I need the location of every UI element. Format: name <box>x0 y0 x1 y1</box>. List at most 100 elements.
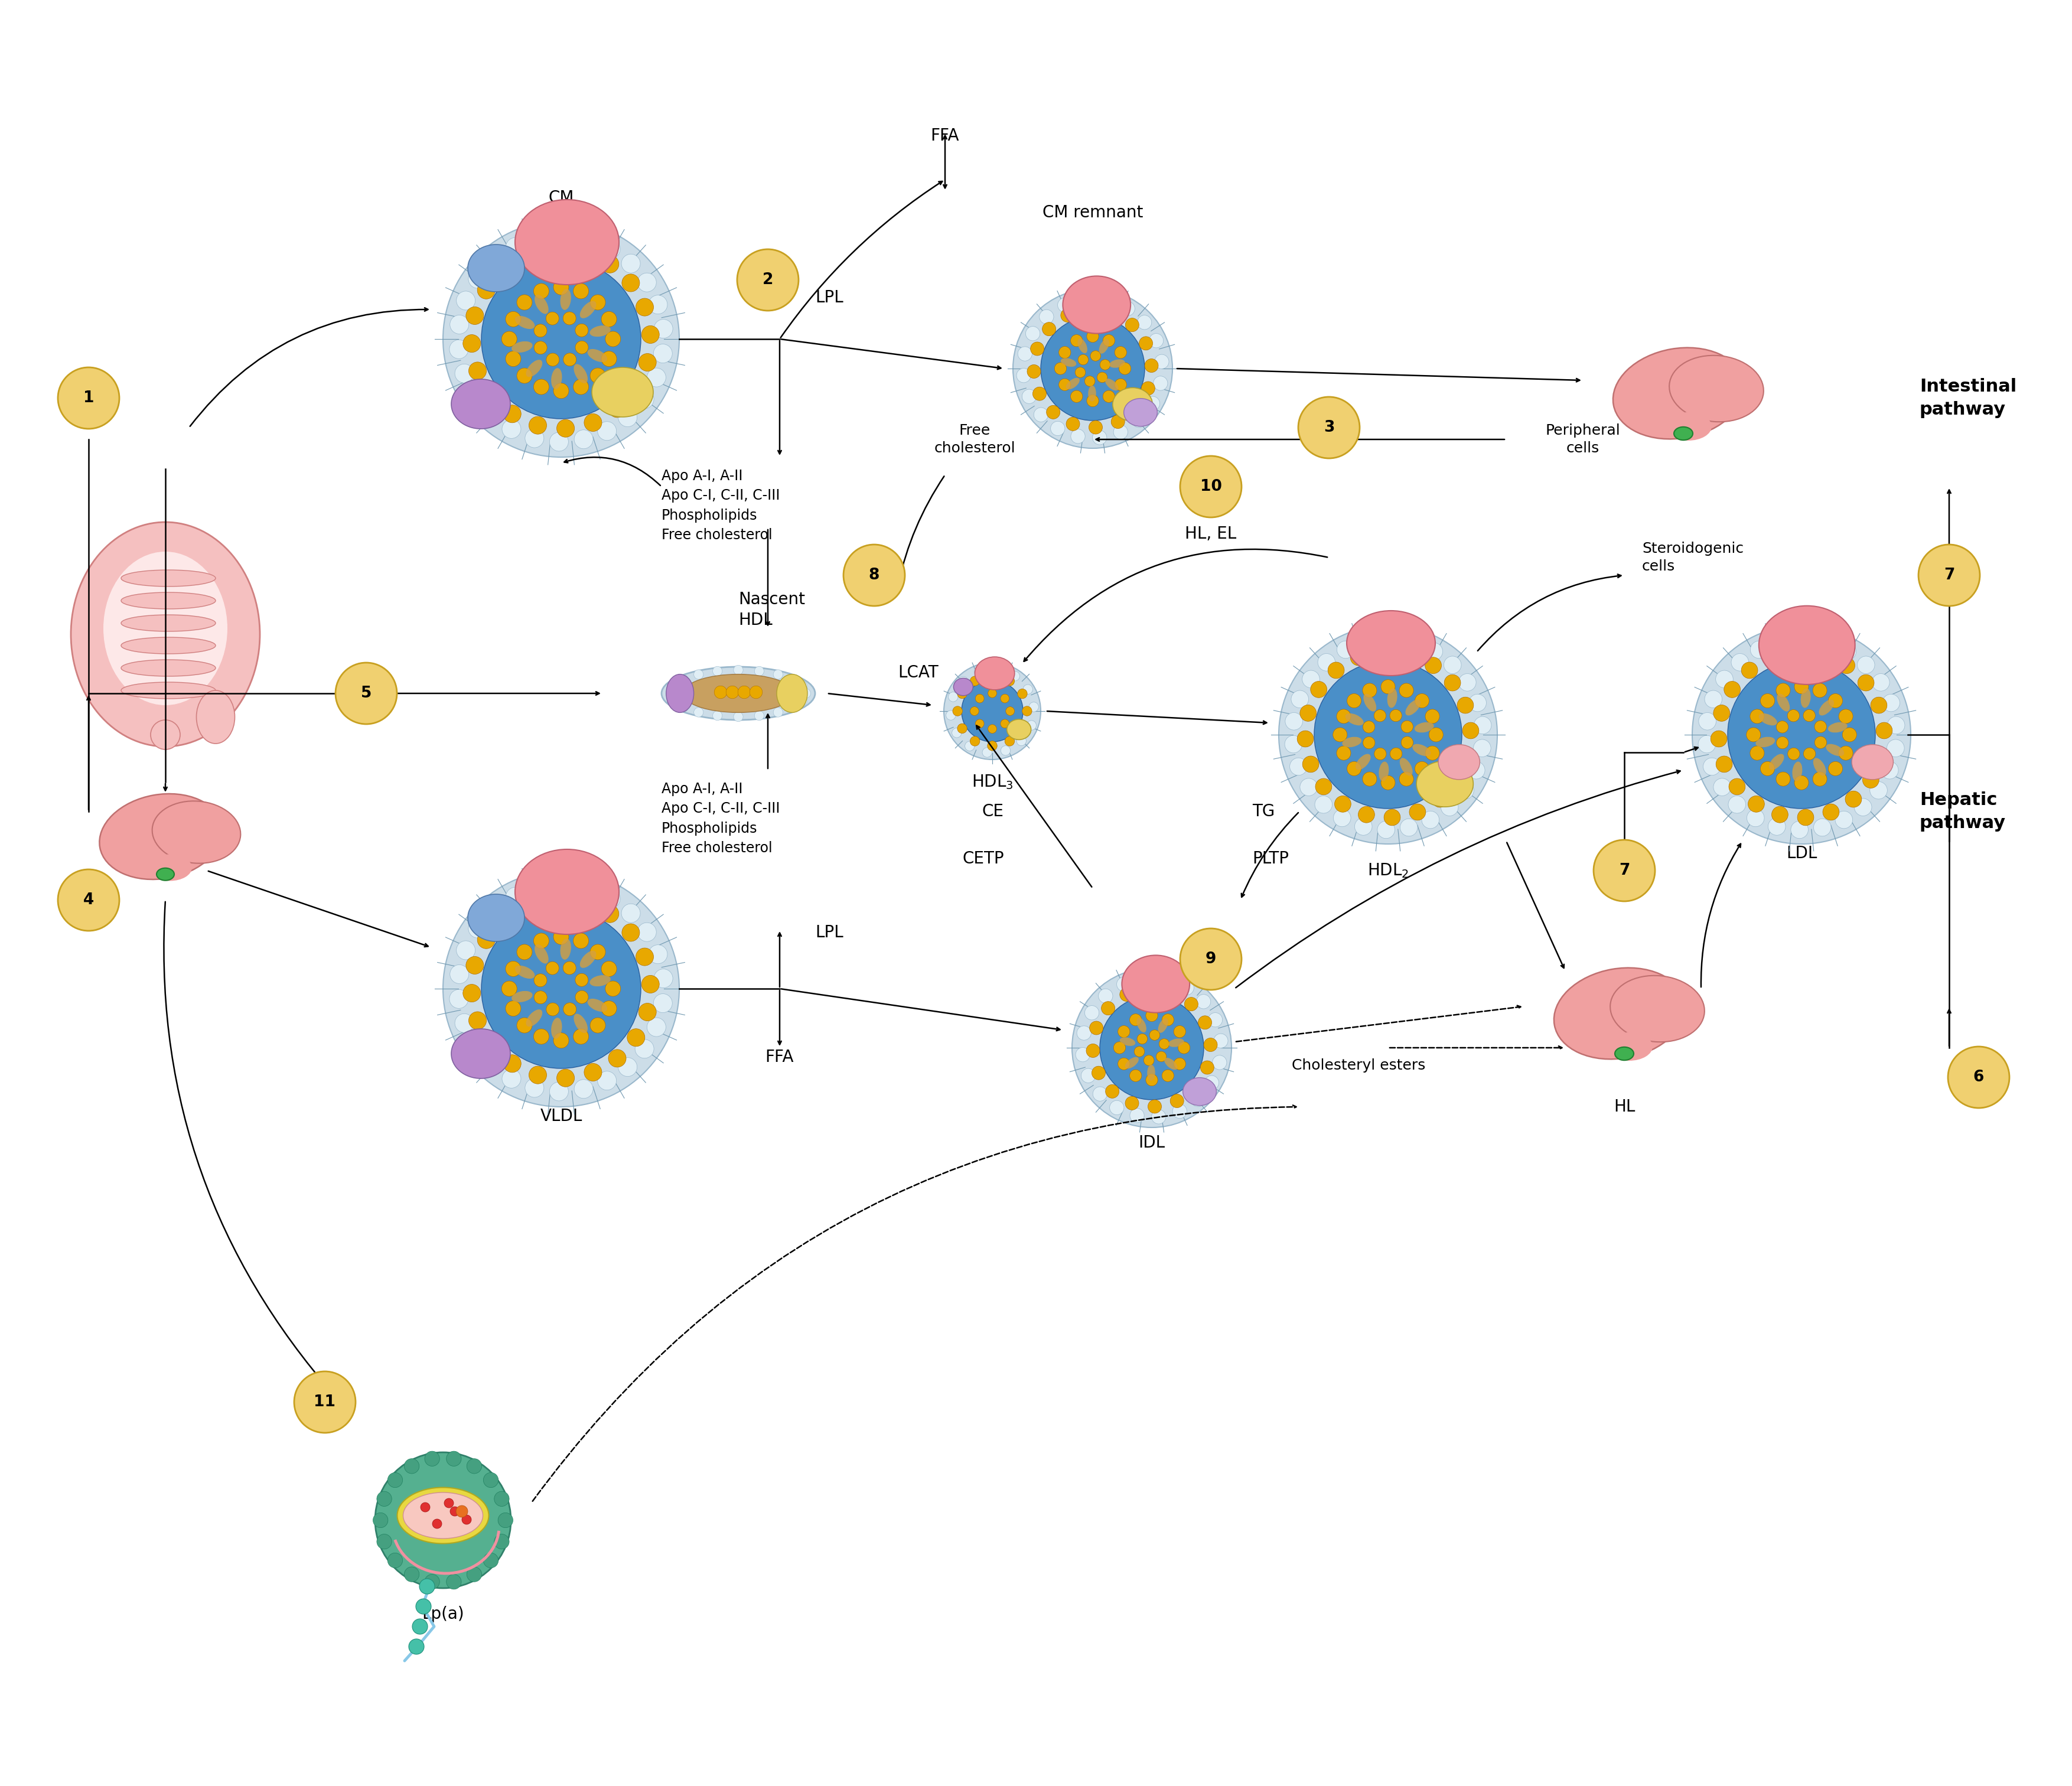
Circle shape <box>1090 350 1100 361</box>
Circle shape <box>1042 321 1057 336</box>
Ellipse shape <box>1343 738 1361 747</box>
Circle shape <box>1075 368 1086 377</box>
Circle shape <box>597 421 617 441</box>
Circle shape <box>1828 693 1842 707</box>
Circle shape <box>1888 739 1904 757</box>
Circle shape <box>433 1520 441 1529</box>
Circle shape <box>642 325 659 343</box>
Circle shape <box>1173 1025 1185 1038</box>
Circle shape <box>1711 730 1728 747</box>
Circle shape <box>535 973 547 988</box>
Ellipse shape <box>588 348 607 363</box>
Ellipse shape <box>1363 693 1376 711</box>
Text: 3: 3 <box>1324 420 1334 436</box>
Circle shape <box>1363 722 1376 732</box>
Circle shape <box>959 677 968 686</box>
Circle shape <box>1046 405 1061 420</box>
Circle shape <box>1732 654 1749 672</box>
Circle shape <box>1111 414 1125 429</box>
Circle shape <box>713 666 723 675</box>
Circle shape <box>1028 364 1040 379</box>
Circle shape <box>481 259 640 418</box>
Circle shape <box>1473 739 1492 757</box>
Ellipse shape <box>1123 398 1158 427</box>
Circle shape <box>1084 1006 1098 1020</box>
Circle shape <box>1316 797 1332 813</box>
Circle shape <box>1382 630 1399 648</box>
Circle shape <box>1336 747 1351 761</box>
Circle shape <box>1813 772 1828 786</box>
Circle shape <box>535 284 549 298</box>
Ellipse shape <box>1755 738 1776 747</box>
Text: PLTP: PLTP <box>1251 850 1289 866</box>
Circle shape <box>1204 1038 1218 1052</box>
Circle shape <box>715 686 727 698</box>
Circle shape <box>1071 429 1086 443</box>
Text: 6: 6 <box>1973 1070 1985 1084</box>
Circle shape <box>1080 293 1092 307</box>
Circle shape <box>750 686 762 698</box>
Circle shape <box>1208 1013 1222 1027</box>
Circle shape <box>1728 779 1745 795</box>
Circle shape <box>1119 1057 1129 1070</box>
Circle shape <box>617 407 636 427</box>
Text: Lp(a): Lp(a) <box>423 1606 464 1622</box>
Circle shape <box>506 238 524 257</box>
Circle shape <box>1854 798 1871 816</box>
Circle shape <box>1788 645 1805 661</box>
Circle shape <box>1426 709 1440 723</box>
Circle shape <box>1469 695 1486 711</box>
Ellipse shape <box>120 638 215 654</box>
Circle shape <box>1459 673 1475 691</box>
Ellipse shape <box>580 950 597 968</box>
Circle shape <box>1106 1084 1119 1098</box>
Circle shape <box>1716 670 1732 688</box>
Circle shape <box>1162 1014 1175 1025</box>
Circle shape <box>535 1029 549 1045</box>
Circle shape <box>576 245 593 261</box>
Circle shape <box>949 691 957 702</box>
Circle shape <box>1005 736 1015 747</box>
Circle shape <box>622 254 640 273</box>
Circle shape <box>1299 779 1318 797</box>
Circle shape <box>1086 395 1098 407</box>
Circle shape <box>1724 680 1740 698</box>
Circle shape <box>622 273 640 291</box>
Circle shape <box>1838 643 1857 661</box>
Circle shape <box>1728 797 1747 813</box>
Ellipse shape <box>1113 388 1152 421</box>
Circle shape <box>528 416 547 434</box>
Circle shape <box>1075 1047 1090 1063</box>
Circle shape <box>1067 418 1080 430</box>
Circle shape <box>1310 680 1326 698</box>
Circle shape <box>1017 689 1028 698</box>
Circle shape <box>1336 709 1351 723</box>
Circle shape <box>601 961 617 977</box>
Circle shape <box>553 877 572 895</box>
Circle shape <box>1077 355 1088 364</box>
Circle shape <box>1426 657 1442 673</box>
Circle shape <box>1102 1002 1115 1014</box>
Circle shape <box>947 711 955 720</box>
Circle shape <box>1024 684 1032 695</box>
Text: 2: 2 <box>762 271 773 288</box>
Circle shape <box>1751 709 1763 723</box>
Circle shape <box>456 364 474 382</box>
Circle shape <box>1332 727 1347 741</box>
Ellipse shape <box>468 895 524 941</box>
Circle shape <box>1102 391 1115 402</box>
Circle shape <box>1813 818 1832 836</box>
Circle shape <box>601 906 620 923</box>
Ellipse shape <box>777 675 808 713</box>
Circle shape <box>1291 691 1310 707</box>
Circle shape <box>1432 791 1448 807</box>
Circle shape <box>485 900 503 920</box>
Circle shape <box>601 889 620 907</box>
Circle shape <box>733 713 744 722</box>
Circle shape <box>1086 330 1098 343</box>
Circle shape <box>953 705 961 716</box>
Circle shape <box>1148 1100 1162 1113</box>
Text: Intestinal
pathway: Intestinal pathway <box>1919 379 2016 418</box>
Ellipse shape <box>1119 1038 1135 1047</box>
Circle shape <box>1316 779 1332 795</box>
